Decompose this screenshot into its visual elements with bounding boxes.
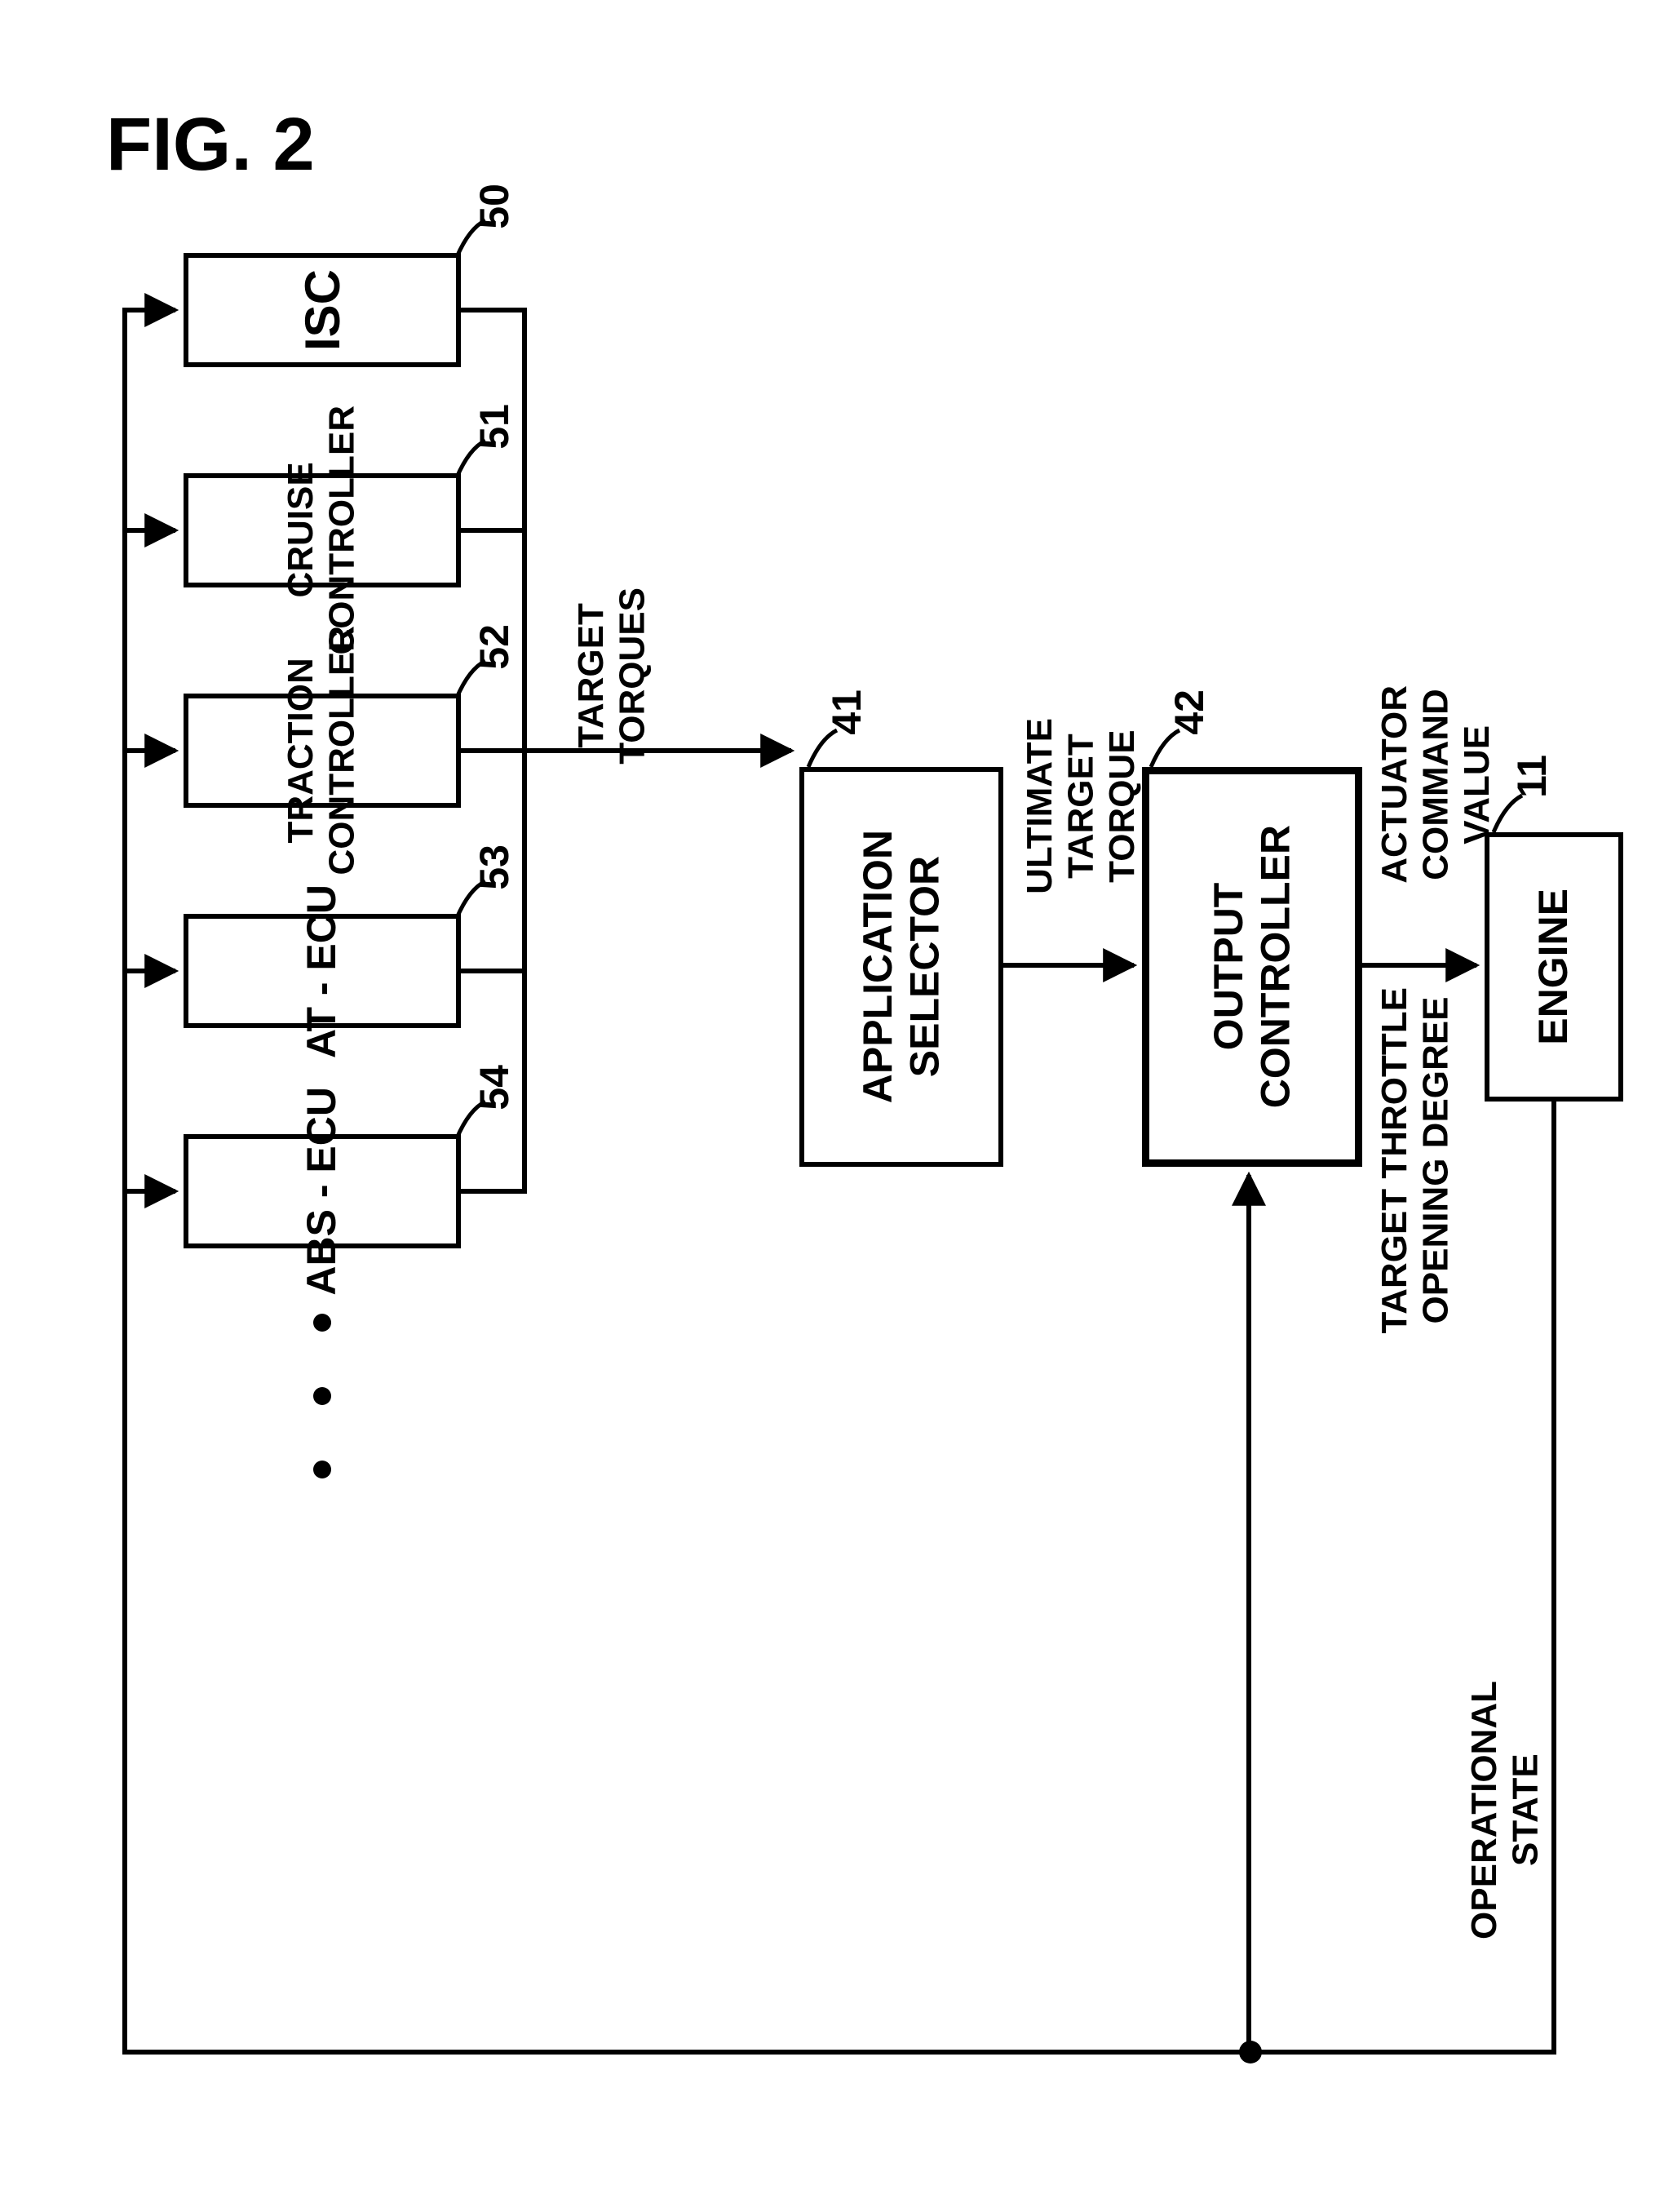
block-absecu: ABS - ECU xyxy=(184,1134,461,1248)
block-output-controller-label: OUTPUT CONTROLLER xyxy=(1206,825,1299,1108)
leader-50 xyxy=(453,216,502,265)
leader-53 xyxy=(453,877,502,926)
leader-42 xyxy=(1147,726,1196,775)
figure-canvas: FIG. 2 ISC 50 CRUISE CONTROLLER 51 TRACT… xyxy=(0,0,1673,2212)
label-target-torques: TARGET TORQUES xyxy=(571,587,653,765)
arrow-fb-to-absecu xyxy=(122,1186,200,1203)
block-cruise-label: CRUISE CONTROLLER xyxy=(281,406,363,655)
figure-title: FIG. 2 xyxy=(106,102,315,188)
ellipsis-dot xyxy=(313,1387,331,1405)
arrow-appsel-to-output xyxy=(1003,963,1158,979)
block-atecu-label: AT - ECU xyxy=(299,884,346,1058)
stub-absecu xyxy=(461,1189,527,1194)
label-throttle: TARGET THROTTLE OPENING DEGREE xyxy=(1374,987,1457,1333)
block-traction-label: TRACTION CONTROLLER xyxy=(281,626,363,875)
arrow-fb-to-traction xyxy=(122,746,200,762)
block-cruise: CRUISE CONTROLLER xyxy=(184,473,461,587)
block-traction: TRACTION CONTROLLER xyxy=(184,694,461,808)
stub-atecu xyxy=(461,969,527,973)
block-output-controller: OUTPUT CONTROLLER xyxy=(1142,767,1362,1167)
leader-51 xyxy=(453,437,502,485)
fb-left-riser xyxy=(122,308,127,2055)
arrow-fb-to-atecu xyxy=(122,966,200,982)
block-isc-label: ISC xyxy=(294,269,351,351)
block-atecu: AT - ECU xyxy=(184,914,461,1028)
ellipsis-dot xyxy=(313,1314,331,1332)
block-isc: ISC xyxy=(184,253,461,367)
leader-54 xyxy=(453,1097,502,1146)
block-engine: ENGINE xyxy=(1485,832,1623,1102)
block-engine-label: ENGINE xyxy=(1530,889,1578,1045)
stub-isc xyxy=(461,308,527,313)
fb-engine-down xyxy=(1551,1102,1556,2055)
arrow-fb-to-cruise xyxy=(122,525,200,542)
arrow-fb-to-output xyxy=(1244,1167,1260,2056)
ellipsis-dot xyxy=(313,1461,331,1478)
stub-cruise xyxy=(461,528,527,533)
label-ultimate: ULTIMATE TARGET TORQUE xyxy=(1020,718,1144,894)
label-operational: OPERATIONAL STATE xyxy=(1464,1681,1547,1939)
arrow-output-to-engine xyxy=(1362,963,1501,979)
block-application-selector-label: APPLICATION SELECTOR xyxy=(855,830,949,1103)
arrow-fb-to-isc xyxy=(122,305,200,321)
stub-traction xyxy=(461,748,527,753)
block-application-selector: APPLICATION SELECTOR xyxy=(799,767,1003,1167)
arrow-bus-to-appselector xyxy=(522,748,816,765)
fb-bottom-bus xyxy=(122,2050,1556,2055)
leader-52 xyxy=(453,657,502,706)
block-absecu-label: ABS - ECU xyxy=(299,1087,346,1296)
label-actuator: ACTUATOR COMMAND VALUE xyxy=(1374,685,1498,884)
